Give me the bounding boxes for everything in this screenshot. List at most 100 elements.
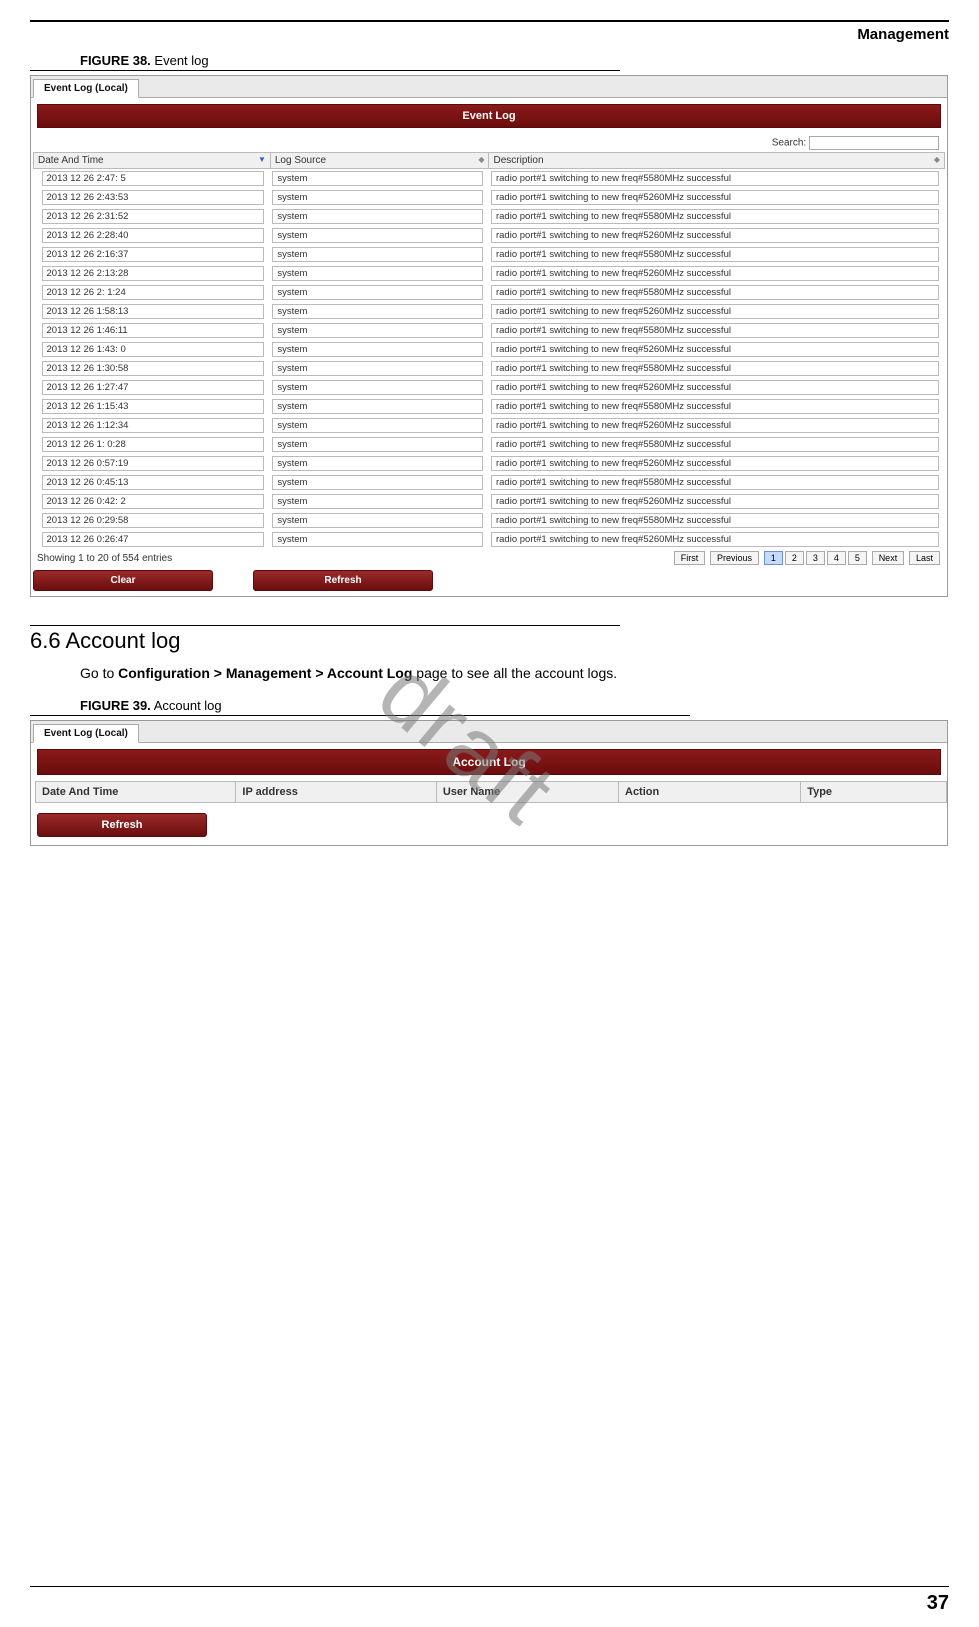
- search-row: Search:: [31, 134, 947, 152]
- cell-date: 2013 12 26 2:43:53: [42, 190, 265, 205]
- cell-src: system: [272, 532, 483, 547]
- cell-desc: radio port#1 switching to new freq#5260M…: [491, 418, 939, 433]
- account-log-screenshot: Event Log (Local) Account Log Date And T…: [30, 720, 948, 846]
- cell-src: system: [272, 437, 483, 452]
- acct-col-date[interactable]: Date And Time: [36, 781, 236, 802]
- cell-desc: radio port#1 switching to new freq#5580M…: [491, 475, 939, 490]
- table-row: 2013 12 26 0:57:19systemradio port#1 swi…: [34, 454, 945, 473]
- pager-page-1[interactable]: 1: [764, 551, 783, 565]
- cell-src: system: [272, 190, 483, 205]
- bottom-rule: [30, 1586, 949, 1587]
- table-row: 2013 12 26 2: 1:24 system radio port#1 swi…: [34, 283, 945, 302]
- cell-src: system: [272, 399, 483, 414]
- cell-desc: radio port#1 switching to new freq#5580M…: [491, 437, 939, 452]
- tab-bar-2: Event Log (Local): [31, 721, 947, 743]
- figure-39-caption: FIGURE 39. Account log: [80, 698, 949, 713]
- col-description[interactable]: Description ◆: [489, 153, 945, 169]
- sort-icon: ◆: [478, 155, 484, 164]
- table-row: 2013 12 26 2:43:53systemradio port#1 swi…: [34, 188, 945, 207]
- event-log-table: Date And Time ▼ Log Source ◆ Description…: [33, 152, 945, 549]
- pager: First Previous 12345 Next Last: [673, 551, 941, 565]
- table-row: 2013 12 26 1:30:58 system radio port#1 swi…: [34, 359, 945, 378]
- cell-date: 2013 12 26 2:31:52: [42, 209, 265, 224]
- cell-desc: radio port#1 switching to new freq#5260M…: [491, 342, 939, 357]
- cell-desc: radio port#1 switching to new freq#5260M…: [491, 266, 939, 281]
- top-rule: [30, 20, 949, 22]
- cell-date: 2013 12 26 1:12:34: [42, 418, 265, 433]
- pager-next[interactable]: Next: [872, 551, 905, 565]
- cell-date: 2013 12 26 2:28:40: [42, 228, 265, 243]
- table-row: 2013 12 26 2:47: 5systemradio port#1 swi…: [34, 169, 945, 189]
- tab-event-log-local[interactable]: Event Log (Local): [33, 79, 139, 98]
- cell-src: system: [272, 475, 483, 490]
- account-log-panel-title: Account Log: [37, 749, 941, 775]
- acct-col-ip[interactable]: IP address: [236, 781, 436, 802]
- acct-col-user[interactable]: User Name: [436, 781, 618, 802]
- event-log-screenshot: Event Log (Local) Event Log Search: Date…: [30, 75, 948, 597]
- figure-38-label: FIGURE 38.: [80, 53, 151, 68]
- header-section: Management: [30, 26, 949, 43]
- figure-39-rule: [30, 715, 690, 716]
- table-row: 2013 12 26 2:31:52systemradio port#1 swi…: [34, 207, 945, 226]
- table-row: 2013 12 26 0:26:47 system radio port#1 swi…: [34, 530, 945, 549]
- cell-desc: radio port#1 switching to new freq#5260M…: [491, 532, 939, 547]
- cell-date: 2013 12 26 0:26:47: [42, 532, 265, 547]
- pager-prev[interactable]: Previous: [710, 551, 759, 565]
- cell-date: 2013 12 26 2: 1:24: [42, 285, 265, 300]
- cell-src: system: [272, 342, 483, 357]
- cell-src: system: [272, 494, 483, 509]
- cell-desc: radio port#1 switching to new freq#5580M…: [491, 209, 939, 224]
- cell-date: 2013 12 26 2:13:28: [42, 266, 265, 281]
- cell-date: 2013 12 26 1:46:11: [42, 323, 265, 338]
- cell-src: system: [272, 304, 483, 319]
- cell-desc: radio port#1 switching to new freq#5580M…: [491, 361, 939, 376]
- table-row: 2013 12 26 1:58:13systemradio port#1 swi…: [34, 302, 945, 321]
- table-row: 2013 12 26 2:13:28systemradio port#1 swi…: [34, 264, 945, 283]
- table-row: 2013 12 26 2:28:40 system radio port#1 swi…: [34, 226, 945, 245]
- cell-src: system: [272, 361, 483, 376]
- pager-page-2[interactable]: 2: [785, 551, 804, 565]
- cell-desc: radio port#1 switching to new freq#5580M…: [491, 247, 939, 262]
- acct-col-action[interactable]: Action: [619, 781, 801, 802]
- col-source[interactable]: Log Source ◆: [270, 153, 489, 169]
- cell-src: system: [272, 247, 483, 262]
- cell-date: 2013 12 26 0:45:13: [42, 475, 265, 490]
- acct-col-type[interactable]: Type: [801, 781, 947, 802]
- cell-desc: radio port#1 switching to new freq#5580M…: [491, 513, 939, 528]
- clear-button[interactable]: Clear: [33, 570, 213, 591]
- pager-page-3[interactable]: 3: [806, 551, 825, 565]
- pager-page-4[interactable]: 4: [827, 551, 846, 565]
- cell-date: 2013 12 26 2:16:37: [42, 247, 265, 262]
- event-log-panel-title: Event Log: [37, 104, 941, 128]
- col-date[interactable]: Date And Time ▼: [34, 153, 271, 169]
- cell-src: system: [272, 228, 483, 243]
- cell-src: system: [272, 513, 483, 528]
- section-6-6-heading: 6.6 Account log: [30, 628, 949, 654]
- cell-desc: radio port#1 switching to new freq#5260M…: [491, 228, 939, 243]
- section-rule: [30, 625, 620, 626]
- cell-src: system: [272, 456, 483, 471]
- pager-first[interactable]: First: [674, 551, 706, 565]
- refresh-button[interactable]: Refresh: [253, 570, 433, 591]
- pager-page-5[interactable]: 5: [848, 551, 867, 565]
- sort-desc-icon: ▼: [258, 155, 266, 164]
- cell-desc: radio port#1 switching to new freq#5580M…: [491, 285, 939, 300]
- cell-date: 2013 12 26 1: 0:28: [42, 437, 265, 452]
- section-6-6-body: Go to Configuration > Management > Accou…: [80, 664, 949, 684]
- cell-src: system: [272, 285, 483, 300]
- table-footer: Showing 1 to 20 of 554 entries First Pre…: [31, 549, 947, 567]
- pager-last[interactable]: Last: [909, 551, 940, 565]
- figure-38-title: Event log: [154, 53, 208, 68]
- search-label: Search:: [772, 138, 806, 149]
- cell-desc: radio port#1 switching to new freq#5580M…: [491, 171, 939, 186]
- account-log-table: Date And Time IP address User Name Actio…: [35, 781, 947, 803]
- cell-date: 2013 12 26 1:58:13: [42, 304, 265, 319]
- acct-refresh-button[interactable]: Refresh: [37, 813, 207, 837]
- cell-src: system: [272, 418, 483, 433]
- cell-desc: radio port#1 switching to new freq#5260M…: [491, 494, 939, 509]
- cell-date: 2013 12 26 1:30:58: [42, 361, 265, 376]
- tab-event-log-local-2[interactable]: Event Log (Local): [33, 724, 139, 743]
- search-input[interactable]: [809, 136, 939, 150]
- cell-src: system: [272, 380, 483, 395]
- cell-date: 2013 12 26 2:47: 5: [42, 171, 265, 186]
